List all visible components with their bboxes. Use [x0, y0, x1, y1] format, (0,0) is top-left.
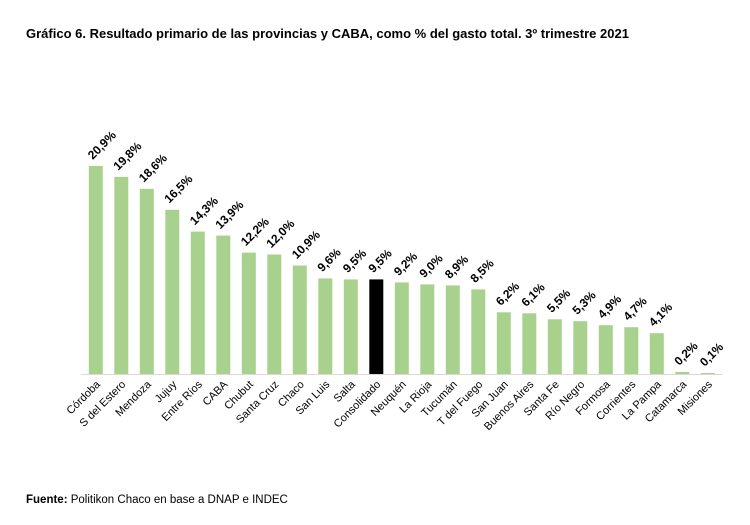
source-label: Fuente:	[26, 494, 68, 506]
data-label-11: 9,5%	[365, 246, 394, 275]
bar-23	[675, 372, 690, 374]
bar-0	[88, 166, 103, 374]
bar-7	[267, 254, 282, 374]
bar-3	[165, 209, 180, 375]
bar-24	[700, 373, 715, 374]
bar-6	[241, 252, 256, 374]
data-label-3: 16,5%	[161, 172, 195, 206]
bar-12	[394, 282, 409, 374]
bar-2	[139, 188, 154, 374]
bar-5	[216, 235, 231, 374]
data-label-8: 10,9%	[289, 227, 323, 261]
bar-17	[522, 313, 537, 374]
data-label-24: 0,1%	[697, 340, 726, 369]
bar-10	[343, 279, 358, 374]
data-label-16: 6,2%	[493, 279, 522, 308]
source-text: Politikon Chaco en base a DNAP e INDEC	[67, 494, 288, 506]
data-label-9: 9,6%	[314, 245, 343, 274]
data-label-10: 9,5%	[340, 246, 369, 275]
bar-18	[547, 319, 562, 375]
bar-14	[445, 285, 460, 374]
data-label-14: 8,9%	[442, 252, 471, 281]
bar-13	[420, 284, 435, 374]
data-label-15: 8,5%	[467, 256, 496, 285]
bar-11	[369, 279, 384, 374]
bar-1	[114, 176, 129, 374]
data-label-20: 4,9%	[595, 292, 624, 321]
data-label-12: 9,2%	[391, 249, 420, 278]
bar-22	[649, 333, 664, 374]
data-label-22: 4,1%	[646, 300, 675, 329]
source-note: Fuente: Politikon Chaco en base a DNAP e…	[26, 494, 288, 506]
bar-8	[292, 265, 307, 374]
bar-20	[598, 325, 613, 374]
data-label-19: 5,3%	[569, 288, 598, 317]
data-label-18: 5,5%	[544, 286, 573, 315]
bar-15	[471, 289, 486, 374]
data-label-2: 18,6%	[136, 151, 170, 185]
bar-9	[318, 278, 333, 374]
chart-title: Gráfico 6. Resultado primario de las pro…	[26, 26, 629, 41]
bar-21	[624, 327, 639, 374]
bar-4	[190, 231, 205, 374]
data-label-23: 0,2%	[671, 339, 700, 368]
bar-16	[496, 312, 511, 374]
data-label-13: 9,0%	[416, 251, 445, 280]
data-label-0: 20,9%	[85, 128, 119, 162]
bar-19	[573, 321, 588, 374]
data-label-1: 19,8%	[110, 139, 144, 173]
